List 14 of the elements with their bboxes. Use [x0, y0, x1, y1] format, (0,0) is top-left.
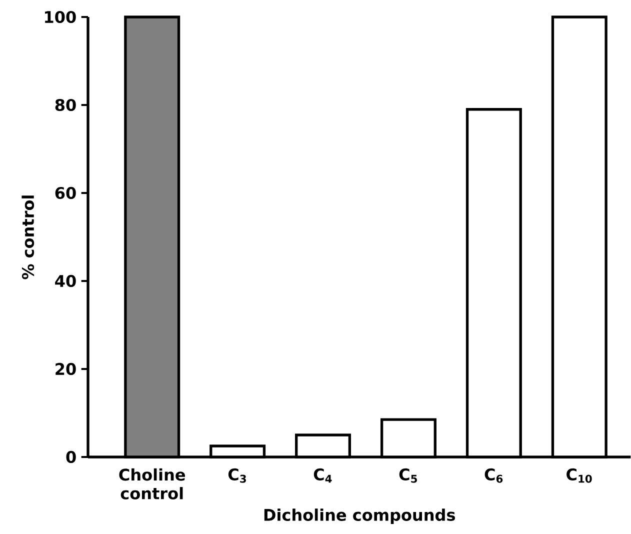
- y-tick-label: 100: [45, 10, 76, 24]
- y-tick-label: 20: [56, 362, 76, 376]
- x-tick-label: C$_{3}$: [228, 468, 246, 483]
- x-axis-title: Dicholine compounds: [264, 508, 455, 524]
- y-tick-label: 60: [55, 186, 76, 200]
- x-tick-label: C$_{6}$: [484, 468, 503, 483]
- x-tick-label: Choline control: [119, 468, 186, 500]
- y-axis-title: % control: [22, 196, 34, 280]
- y-tick-label: 80: [55, 98, 76, 112]
- x-tick-label: C$_{10}$: [566, 468, 592, 483]
- x-tick-label: C$_{5}$: [399, 468, 417, 483]
- y-tick-label: 40: [55, 274, 76, 288]
- x-tick-label: C$_{4}$: [314, 468, 332, 483]
- y-tick-label: 0: [66, 450, 76, 464]
